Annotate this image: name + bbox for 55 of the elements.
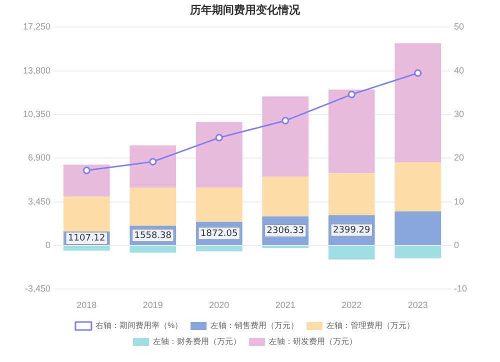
legend-label: 左轴：研发费用（万元） (269, 337, 357, 346)
y2-tick-label: 20 (454, 152, 464, 163)
x-tick-label: 2019 (142, 300, 163, 310)
y2-tick-label: 10 (454, 196, 464, 206)
point (82, 166, 90, 174)
data-label: 1872.05 (200, 228, 238, 239)
data-label: 2399.29 (333, 225, 371, 236)
point (215, 134, 223, 142)
y2-tick-label: 30 (454, 109, 464, 120)
y-tick-label: 0 (46, 240, 51, 250)
data-label: 2306.33 (266, 226, 304, 236)
y-tick-label: -3,450 (24, 284, 51, 294)
point (414, 69, 422, 77)
bar (196, 122, 242, 188)
x-tick-label: 2023 (408, 300, 428, 310)
bar (130, 246, 176, 253)
bar (394, 43, 442, 162)
x-tick-label: 2020 (209, 300, 230, 310)
point (282, 116, 290, 124)
legend-label: 左轴：销售费用（万元） (210, 321, 299, 330)
bar (394, 162, 442, 212)
y-tick-label: 10,350 (22, 109, 51, 120)
y2-tick-label: -10 (454, 284, 468, 294)
legend-label: 右轴：期间费用率（%） (95, 321, 183, 330)
y-tick-label: 17,250 (22, 22, 51, 32)
bar (328, 173, 375, 216)
bar (63, 246, 110, 251)
legend-label: 左轴：管理费用（万元） (326, 321, 415, 330)
data-label: 1558.38 (134, 230, 172, 241)
point (149, 158, 157, 166)
bar (130, 145, 176, 188)
x-tick-label: 2018 (76, 300, 97, 310)
bar (394, 246, 442, 258)
bar (328, 246, 375, 260)
bar (130, 188, 176, 226)
y2-tick-label: 50 (454, 22, 464, 32)
y-tick-label: 6,900 (28, 152, 51, 163)
point (348, 90, 356, 98)
bar (262, 176, 309, 216)
bar (63, 196, 110, 232)
legend-label: 左轴：财务费用（万元） (153, 337, 241, 346)
bar (262, 96, 309, 176)
bar (63, 164, 110, 197)
bar (196, 188, 242, 222)
y2-tick-label: 40 (454, 65, 464, 76)
bar (196, 246, 242, 252)
bar (394, 211, 442, 246)
chart-title: 历年期间费用变化情况 (189, 4, 301, 17)
x-tick-label: 2022 (342, 300, 362, 310)
bar (328, 90, 375, 174)
y-tick-label: 3,450 (28, 196, 51, 206)
y-tick-label: 13,800 (22, 65, 51, 76)
y2-tick-label: 0 (454, 240, 460, 250)
x-tick-label: 2021 (275, 300, 296, 310)
data-label: 1107.12 (68, 234, 106, 244)
